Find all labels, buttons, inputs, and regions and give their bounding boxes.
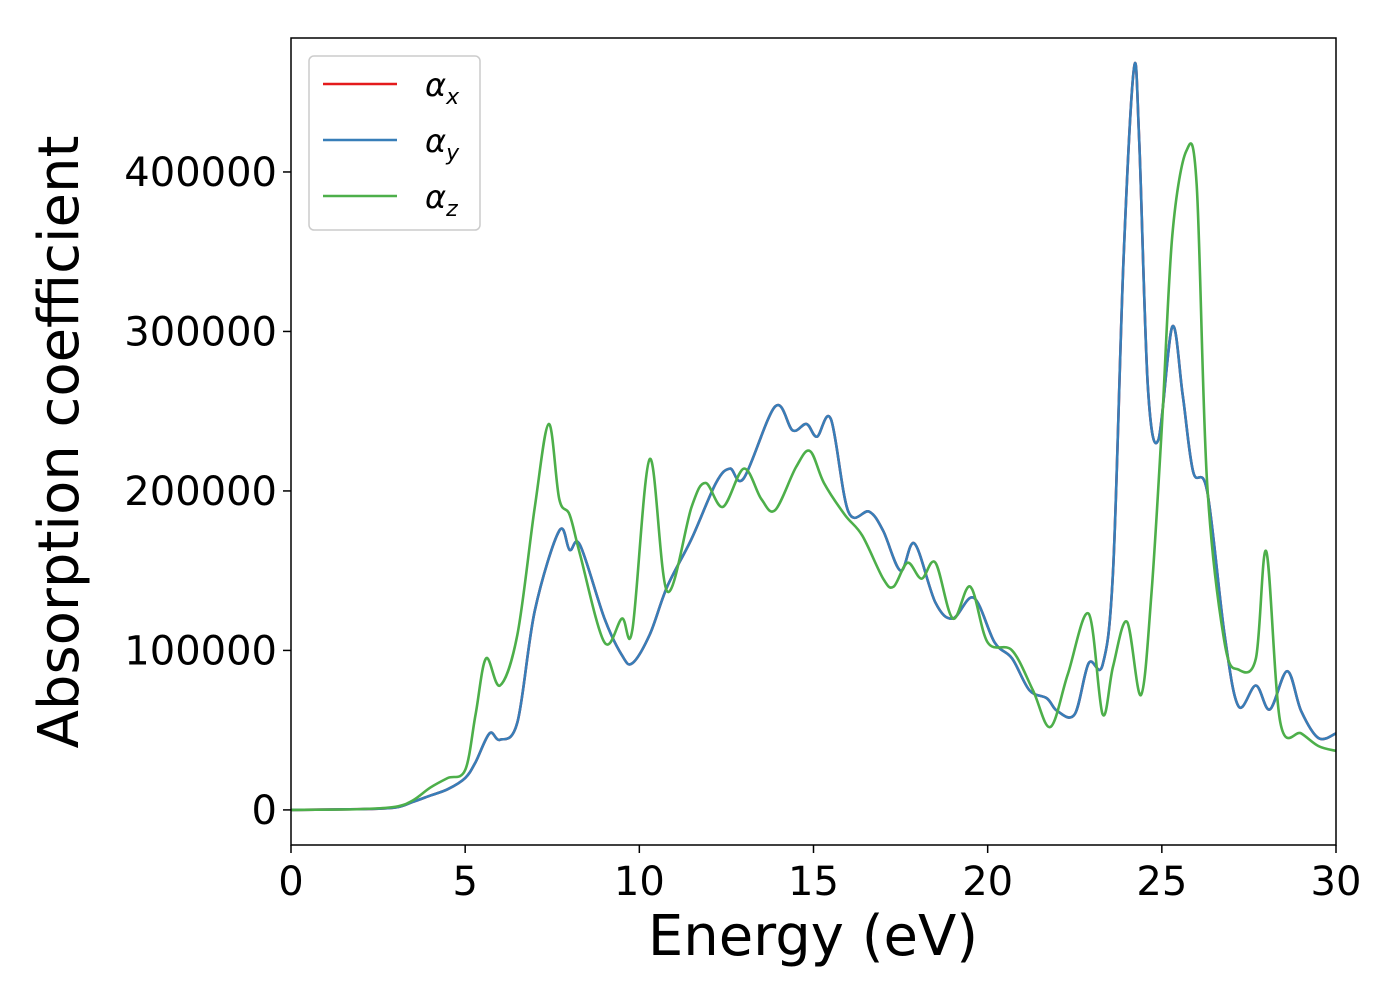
x-tick-label: 10 — [614, 859, 665, 905]
x-tick-label: 0 — [278, 859, 303, 905]
x-tick-label: 25 — [1136, 859, 1187, 905]
y-tick-label: 200000 — [124, 469, 277, 515]
x-tick-label: 5 — [452, 859, 477, 905]
legend: αx αy αz — [308, 55, 481, 231]
x-tick-label: 20 — [962, 859, 1013, 905]
y-tick-label: 100000 — [124, 628, 277, 674]
y-tick-label: 300000 — [124, 309, 277, 355]
y-tick-label: 400000 — [124, 150, 277, 196]
y-tick-label: 0 — [252, 788, 277, 834]
y-axis: 0 100000 200000 300000 400000 — [124, 150, 291, 834]
series-layer — [290, 61, 1337, 812]
series-line-alpha-y — [290, 61, 1337, 812]
x-axis-label: Energy (eV) — [648, 904, 978, 969]
series-line-alpha-z — [290, 142, 1337, 812]
legend-label-alpha-x: αx — [425, 66, 460, 110]
x-tick-label: 15 — [788, 859, 839, 905]
x-tick-label: 30 — [1311, 859, 1362, 905]
legend-label-alpha-z: αz — [425, 178, 458, 222]
y-axis-label: Absorption coefficient — [27, 136, 92, 749]
legend-box — [308, 55, 481, 231]
x-axis: 0 5 10 15 20 25 30 — [278, 845, 1361, 905]
legend-label-alpha-y: αy — [425, 122, 460, 166]
